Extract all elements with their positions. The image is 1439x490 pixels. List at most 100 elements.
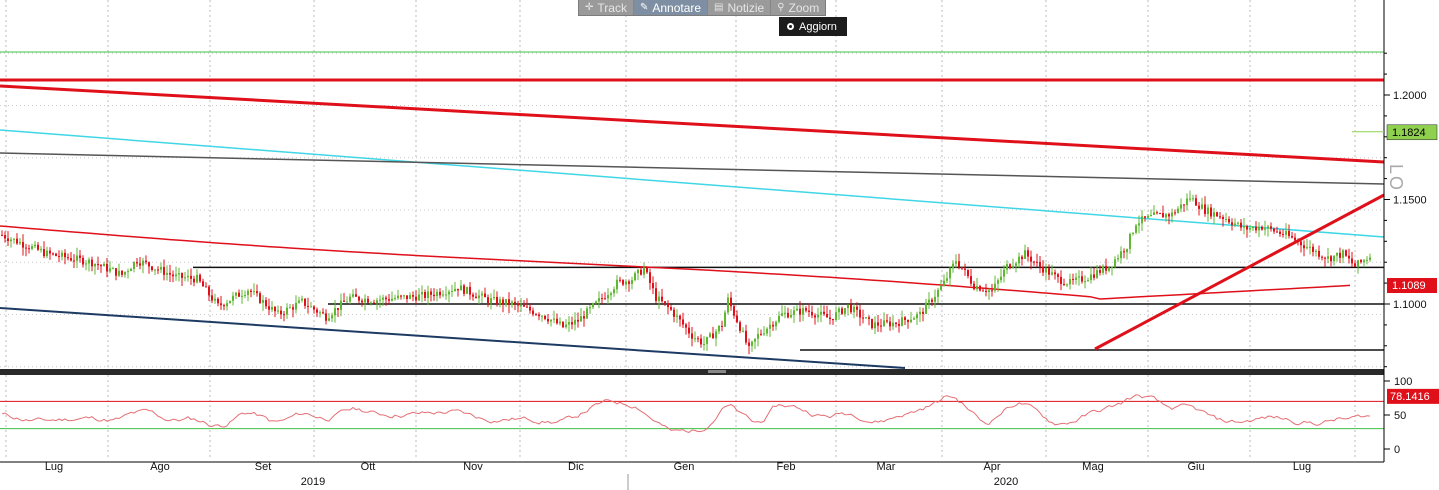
candle-body (505, 299, 507, 305)
candle-body (568, 322, 570, 325)
candle-body (1051, 272, 1053, 275)
candle-body (262, 300, 264, 303)
candle-body (628, 281, 630, 284)
candle-body (100, 265, 102, 267)
candle-body (70, 258, 72, 261)
candle-body (1237, 222, 1239, 224)
candle-body (799, 308, 801, 315)
candle-body (466, 286, 468, 294)
candle-body (1219, 216, 1221, 218)
candle-body (55, 253, 57, 256)
candle-body (148, 262, 150, 267)
candle-body (979, 286, 981, 291)
candle-body (892, 322, 894, 327)
candle-body (865, 317, 867, 319)
candle-body (1201, 204, 1203, 209)
candle-body (520, 305, 522, 307)
candle-body (619, 279, 621, 281)
candle-body (1345, 250, 1347, 256)
candle-body (610, 293, 612, 296)
candle-body (1231, 222, 1233, 226)
candle-body (658, 296, 660, 302)
candle-body (226, 303, 228, 307)
news-button[interactable]: ▤ Notizie (708, 0, 772, 15)
candle-body (229, 300, 231, 304)
candle-body (595, 301, 597, 304)
candle-body (1108, 267, 1110, 271)
candle-body (934, 296, 936, 302)
candle-body (805, 308, 807, 311)
candle-body (1093, 274, 1095, 278)
candle-body (1012, 265, 1014, 268)
candle-body (4, 235, 6, 239)
candle-body (565, 324, 567, 328)
candle-body (856, 306, 858, 310)
candle-body (730, 297, 732, 307)
candle-body (52, 253, 54, 255)
candle-body (1255, 226, 1257, 231)
candle-body (1174, 212, 1176, 214)
candle-body (400, 295, 402, 297)
candle-body (1114, 259, 1116, 267)
candle-body (178, 273, 180, 275)
candle-body (694, 338, 696, 340)
last-price-label: 1.1824 (1392, 127, 1426, 139)
candle-body (91, 259, 93, 267)
candle-body (283, 314, 285, 316)
candle-body (745, 330, 747, 343)
rsi-tick-label: 0 (1394, 444, 1400, 456)
candle-body (670, 307, 672, 310)
rsi-tick-label: 50 (1394, 410, 1406, 422)
refresh-button[interactable]: Aggiorn (779, 17, 847, 36)
candle-body (883, 320, 885, 327)
candle-body (790, 314, 792, 318)
candle-body (181, 273, 183, 278)
candle-body (625, 281, 627, 285)
zoom-button[interactable]: ⚲ Zoom (771, 0, 825, 15)
candle-body (208, 286, 210, 296)
candle-body (994, 283, 996, 291)
candle-body (1276, 231, 1278, 233)
candle-body (298, 300, 300, 303)
candle-body (340, 300, 342, 310)
candle-body (502, 299, 504, 305)
candle-body (1144, 216, 1146, 218)
candle-body (982, 290, 984, 292)
candle-body (88, 259, 90, 264)
candle-body (706, 336, 708, 344)
candle-body (13, 238, 15, 240)
candle-body (19, 242, 21, 244)
candle-body (151, 266, 153, 271)
candle-body (448, 291, 450, 295)
candle-body (919, 311, 921, 315)
candle-body (364, 298, 366, 303)
candle-body (1297, 240, 1299, 242)
candle-body (325, 313, 327, 321)
candle-body (85, 263, 87, 265)
candle-body (391, 298, 393, 301)
candle-body (1168, 214, 1170, 217)
candle-body (1000, 276, 1002, 281)
candle-body (769, 324, 771, 329)
candle-body (451, 290, 453, 292)
candle-body (76, 255, 78, 261)
candle-body (475, 296, 477, 299)
candle-body (829, 317, 831, 319)
candle-body (121, 270, 123, 275)
candle-body (688, 327, 690, 334)
track-button[interactable]: ✛ Track (579, 0, 634, 15)
candle-body (1, 235, 3, 237)
candle-body (484, 293, 486, 298)
candle-body (397, 295, 399, 299)
month-label: Nov (463, 461, 483, 473)
candle-body (1294, 237, 1296, 241)
candle-body (346, 301, 348, 303)
candle-body (127, 271, 129, 273)
ma-value-badge (1387, 278, 1437, 293)
candle-body (139, 263, 141, 266)
candle-body (853, 306, 855, 313)
candle-body (553, 318, 555, 320)
candle-body (754, 338, 756, 342)
annotate-button[interactable]: ✎ Annotare (633, 0, 709, 15)
